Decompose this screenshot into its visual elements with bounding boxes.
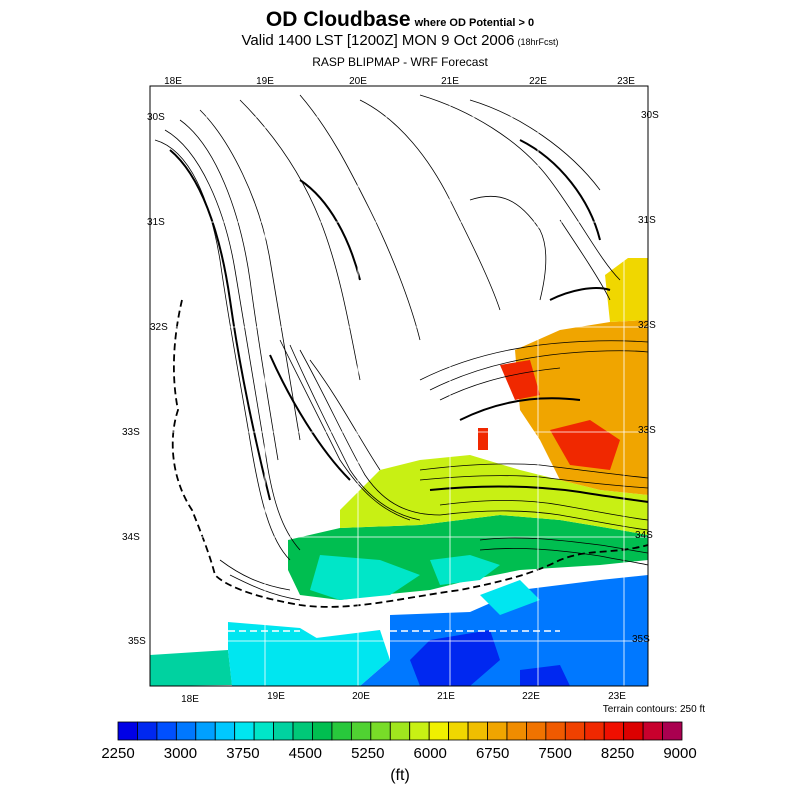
bottom-lon-label: 18E — [181, 694, 199, 705]
colorbar-swatch — [214, 721, 236, 741]
top-lon-label: 22E — [529, 76, 547, 87]
left-lat-label: 34S — [122, 532, 140, 543]
colorbar-swatches — [117, 721, 683, 741]
region-fill — [480, 580, 540, 615]
colorbar-swatch — [234, 721, 255, 741]
colorbar-swatch — [253, 721, 274, 741]
forecast-hour: (18hrFcst) — [517, 37, 559, 47]
left-lat-labels: 30S 31S 32S 33S 34S 35S — [122, 112, 168, 647]
title-condition: where OD Potential > 0 — [414, 17, 535, 29]
colorbar-swatch — [350, 721, 372, 741]
region-fill — [340, 455, 648, 535]
colorbar-swatch — [584, 721, 605, 741]
right-lat-label: 35S — [632, 634, 650, 645]
cloudbase-fill — [150, 258, 648, 686]
top-lon-label: 23E — [617, 76, 635, 87]
terrain-contour-note: Terrain contours: 250 ft — [602, 704, 705, 715]
colorbar-swatch — [564, 721, 586, 741]
bottom-lon-label: 21E — [437, 691, 455, 702]
region-fill — [430, 555, 500, 585]
colorbar-swatch — [448, 721, 469, 741]
region-fill — [478, 428, 488, 450]
colorbar-tick-label: 8250 — [601, 745, 634, 762]
colorbar-tick-label: 3750 — [226, 745, 259, 762]
colorbar-swatch — [662, 721, 683, 741]
region-fill — [300, 630, 390, 686]
bottom-lon-label: 22E — [522, 691, 540, 702]
colorbar-swatch — [175, 721, 197, 741]
colorbar-swatch — [117, 721, 138, 741]
colorbar-swatch — [156, 721, 177, 741]
top-lon-label: 18E — [164, 76, 182, 87]
colorbar-swatch — [642, 721, 663, 741]
left-lat-label: 31S — [147, 217, 165, 228]
region-fill — [228, 622, 320, 686]
colorbar-swatch — [428, 721, 450, 741]
colorbar-swatch — [195, 721, 216, 741]
colorbar-tick-label: 7500 — [538, 745, 571, 762]
left-lat-label: 33S — [122, 427, 140, 438]
colorbar-labels: 2250 3000 3750 4500 5250 6000 6750 7500 8250 9000 — [101, 745, 696, 762]
top-lon-label: 20E — [349, 76, 367, 87]
left-lat-label: 30S — [147, 112, 165, 123]
colorbar-swatch — [506, 721, 527, 741]
right-lat-label: 32S — [638, 320, 656, 331]
plot-frame — [149, 85, 649, 687]
terrain-contours-major — [169, 139, 649, 503]
bottom-lon-labels: 18E 19E 20E 21E 22E 23E — [181, 691, 626, 705]
colorbar-swatch — [331, 721, 352, 741]
colorbar-swatch — [370, 721, 391, 741]
source-label: RASP BLIPMAP - WRF Forecast — [312, 55, 488, 69]
right-lat-label: 34S — [635, 530, 653, 541]
colorbar-tick-label: 4500 — [289, 745, 322, 762]
colorbar-swatch — [292, 721, 313, 741]
colorbar-unit: (ft) — [390, 767, 410, 784]
left-lat-label: 32S — [150, 322, 168, 333]
region-fill — [520, 665, 570, 686]
colorbar-swatch — [389, 721, 411, 741]
colorbar-swatch — [526, 721, 547, 741]
top-lon-label: 21E — [441, 76, 459, 87]
colorbar-swatch — [623, 721, 644, 741]
colorbar-tick-label: 9000 — [663, 745, 696, 762]
map-title: OD Cloudbase where OD Potential > 0 — [0, 8, 800, 32]
colorbar-swatch — [409, 721, 430, 741]
colorbar-swatch — [545, 721, 566, 741]
bottom-lon-label: 19E — [267, 691, 285, 702]
colorbar-tick-label: 3000 — [164, 745, 197, 762]
right-lat-label: 33S — [638, 425, 656, 436]
region-fill — [310, 555, 420, 600]
bottom-lon-label: 20E — [352, 691, 370, 702]
region-fill — [550, 420, 620, 470]
region-fill — [150, 650, 232, 686]
colorbar-tick-label: 6000 — [414, 745, 447, 762]
region-fill — [410, 630, 500, 686]
graticule — [150, 86, 648, 686]
colorbar-tick-label: 5250 — [351, 745, 384, 762]
colorbar-tick-label: 6750 — [476, 745, 509, 762]
colorbar-swatch — [273, 721, 294, 741]
top-lon-labels: 18E 19E 20E 21E 22E 23E — [164, 76, 635, 87]
colorbar-tick-label: 2250 — [101, 745, 134, 762]
right-lat-labels: 30S 31S 32S 33S 34S 35S — [632, 110, 659, 645]
left-lat-label: 35S — [128, 636, 146, 647]
valid-time: Valid 1400 LST [1200Z] MON 9 Oct 2006 — [241, 32, 515, 49]
colorbar-swatch — [137, 721, 158, 741]
bottom-lon-label: 23E — [608, 691, 626, 702]
region-fill — [500, 360, 540, 400]
right-lat-label: 30S — [641, 110, 659, 121]
colorbar-swatch — [603, 721, 625, 741]
title-main: OD Cloudbase — [265, 8, 411, 31]
right-lat-label: 31S — [638, 215, 656, 226]
region-fill — [605, 258, 648, 322]
map-subtitle: Valid 1400 LST [1200Z] MON 9 Oct 2006 (18… — [0, 32, 800, 49]
top-lon-label: 19E — [256, 76, 274, 87]
colorbar-swatch — [487, 721, 508, 741]
colorbar-swatch — [312, 721, 333, 741]
colorbar-swatch — [467, 721, 488, 741]
